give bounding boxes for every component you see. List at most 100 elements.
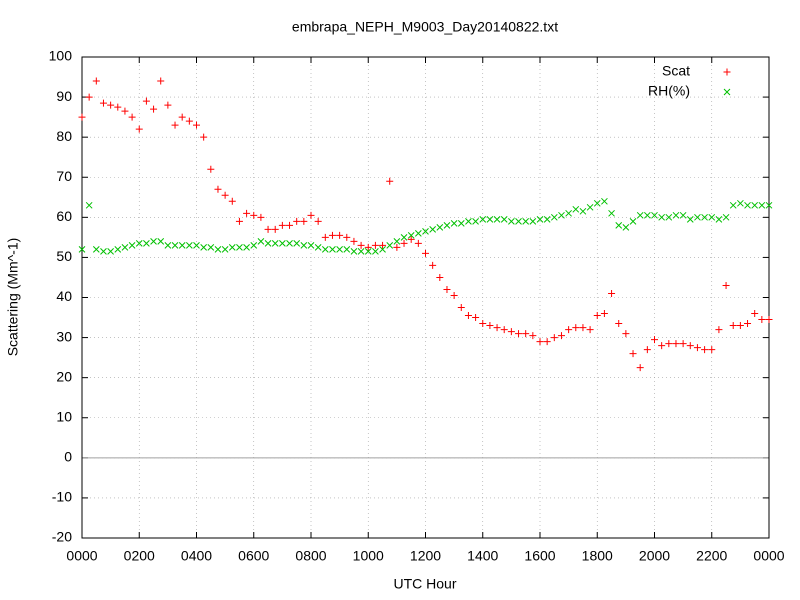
point: [321, 233, 329, 241]
point: [608, 289, 616, 297]
point: [708, 346, 716, 354]
point: [171, 242, 179, 249]
point: [364, 248, 372, 255]
y-tick-label: 30: [56, 328, 72, 344]
point: [665, 340, 673, 348]
point: [565, 209, 572, 217]
point: [164, 101, 172, 109]
point: [100, 248, 107, 255]
point: [135, 125, 143, 133]
point: [321, 246, 329, 253]
point: [744, 320, 752, 328]
point: [579, 324, 587, 332]
point: [185, 242, 193, 249]
point: [658, 213, 666, 221]
point: [522, 217, 530, 225]
point: [737, 199, 744, 207]
point: [121, 244, 129, 251]
point: [99, 99, 107, 107]
point: [150, 238, 157, 245]
point: [472, 314, 480, 322]
point: [107, 248, 114, 255]
point: [414, 239, 422, 247]
point: [300, 242, 308, 249]
point: [708, 213, 716, 221]
point: [586, 326, 594, 334]
point: [243, 244, 250, 251]
point: [736, 322, 744, 330]
point: [214, 246, 222, 253]
x-tick-label: 0800: [295, 548, 326, 564]
point: [78, 113, 86, 121]
point: [372, 248, 379, 255]
point: [579, 207, 587, 215]
point: [536, 338, 544, 346]
point: [271, 225, 279, 233]
point: [422, 249, 429, 257]
point: [672, 340, 680, 348]
point: [629, 217, 637, 225]
point: [722, 213, 730, 221]
point: [472, 217, 479, 225]
point: [271, 240, 279, 247]
point: [500, 326, 508, 334]
point: [85, 93, 93, 101]
point: [651, 336, 658, 344]
point: [243, 209, 251, 217]
point: [371, 241, 379, 249]
point: [550, 334, 558, 342]
x-tick-label: 0200: [124, 548, 155, 564]
point: [658, 342, 666, 350]
point: [343, 246, 351, 253]
point: [236, 244, 243, 251]
plot-border: [81, 56, 770, 539]
point: [765, 316, 773, 324]
point: [357, 248, 365, 255]
point: [128, 242, 136, 249]
point: [465, 217, 472, 225]
point: [142, 97, 150, 105]
point: [515, 217, 522, 225]
point: [407, 235, 415, 243]
point: [200, 244, 208, 251]
point: [314, 217, 322, 225]
point: [450, 291, 458, 299]
point: [257, 213, 265, 221]
point: [686, 342, 694, 350]
point: [164, 242, 172, 249]
point: [250, 211, 258, 219]
point: [550, 213, 558, 221]
point: [572, 324, 580, 332]
point: [336, 231, 344, 239]
legend-marker: [723, 68, 731, 76]
point: [651, 211, 658, 219]
point: [286, 221, 294, 229]
x-tick-label: 2000: [639, 548, 670, 564]
point: [572, 205, 580, 213]
point: [178, 113, 186, 121]
point: [593, 199, 601, 207]
point: [178, 242, 186, 249]
point: [622, 330, 630, 338]
point: [643, 346, 651, 354]
x-tick-label: 1800: [582, 548, 613, 564]
point: [429, 261, 437, 269]
point: [701, 346, 709, 354]
point: [715, 326, 723, 334]
point: [293, 240, 301, 247]
x-tick-label: 1400: [467, 548, 498, 564]
point: [665, 213, 673, 221]
y-tick-label: 10: [56, 408, 72, 424]
point: [307, 242, 315, 249]
y-tick-label: 20: [56, 368, 72, 384]
y-tick-label: -20: [52, 529, 72, 545]
point: [758, 316, 766, 324]
point: [729, 322, 737, 330]
point: [250, 242, 258, 249]
point: [672, 211, 680, 219]
point: [422, 228, 429, 235]
point: [615, 320, 623, 328]
point: [350, 237, 358, 245]
point: [400, 239, 408, 247]
point: [751, 310, 759, 318]
